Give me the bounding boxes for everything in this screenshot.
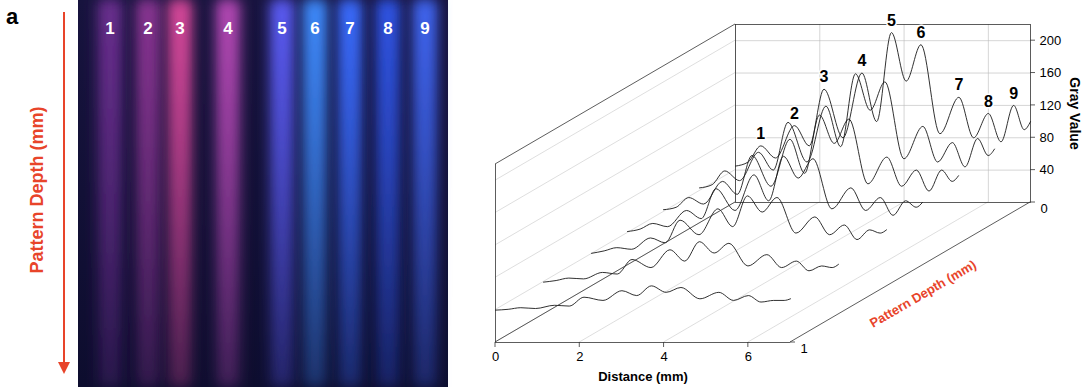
svg-text:7: 7 xyxy=(345,19,354,38)
svg-text:6: 6 xyxy=(745,349,752,364)
svg-text:200: 200 xyxy=(1040,33,1062,48)
svg-text:0: 0 xyxy=(492,349,499,364)
svg-text:8: 8 xyxy=(984,93,993,110)
svg-text:4: 4 xyxy=(857,52,866,69)
svg-text:a: a xyxy=(6,4,19,29)
svg-text:5: 5 xyxy=(277,19,286,38)
svg-text:2: 2 xyxy=(576,349,583,364)
svg-text:Gray Value: Gray Value xyxy=(1067,77,1083,150)
svg-text:5: 5 xyxy=(887,12,896,29)
svg-text:2: 2 xyxy=(790,105,799,122)
svg-text:0: 0 xyxy=(1041,201,1048,216)
svg-text:4: 4 xyxy=(660,349,667,364)
svg-text:6: 6 xyxy=(916,24,925,41)
svg-text:40: 40 xyxy=(1040,162,1054,177)
svg-text:8: 8 xyxy=(383,19,392,38)
svg-text:Pattern Depth (mm): Pattern Depth (mm) xyxy=(867,257,979,331)
svg-text:4: 4 xyxy=(223,19,233,38)
svg-text:Pattern Depth (mm): Pattern Depth (mm) xyxy=(27,106,47,273)
svg-text:1: 1 xyxy=(105,19,114,38)
svg-text:Distance (mm): Distance (mm) xyxy=(598,369,688,384)
svg-text:3: 3 xyxy=(175,19,184,38)
svg-text:1: 1 xyxy=(756,125,765,142)
svg-text:80: 80 xyxy=(1040,130,1054,145)
svg-text:6: 6 xyxy=(310,19,319,38)
svg-text:9: 9 xyxy=(1009,85,1018,102)
svg-text:1: 1 xyxy=(801,341,808,356)
svg-text:7: 7 xyxy=(954,76,963,93)
svg-text:9: 9 xyxy=(420,19,429,38)
svg-text:120: 120 xyxy=(1040,98,1062,113)
svg-text:2: 2 xyxy=(143,19,152,38)
svg-text:160: 160 xyxy=(1040,65,1062,80)
svg-text:3: 3 xyxy=(820,68,829,85)
